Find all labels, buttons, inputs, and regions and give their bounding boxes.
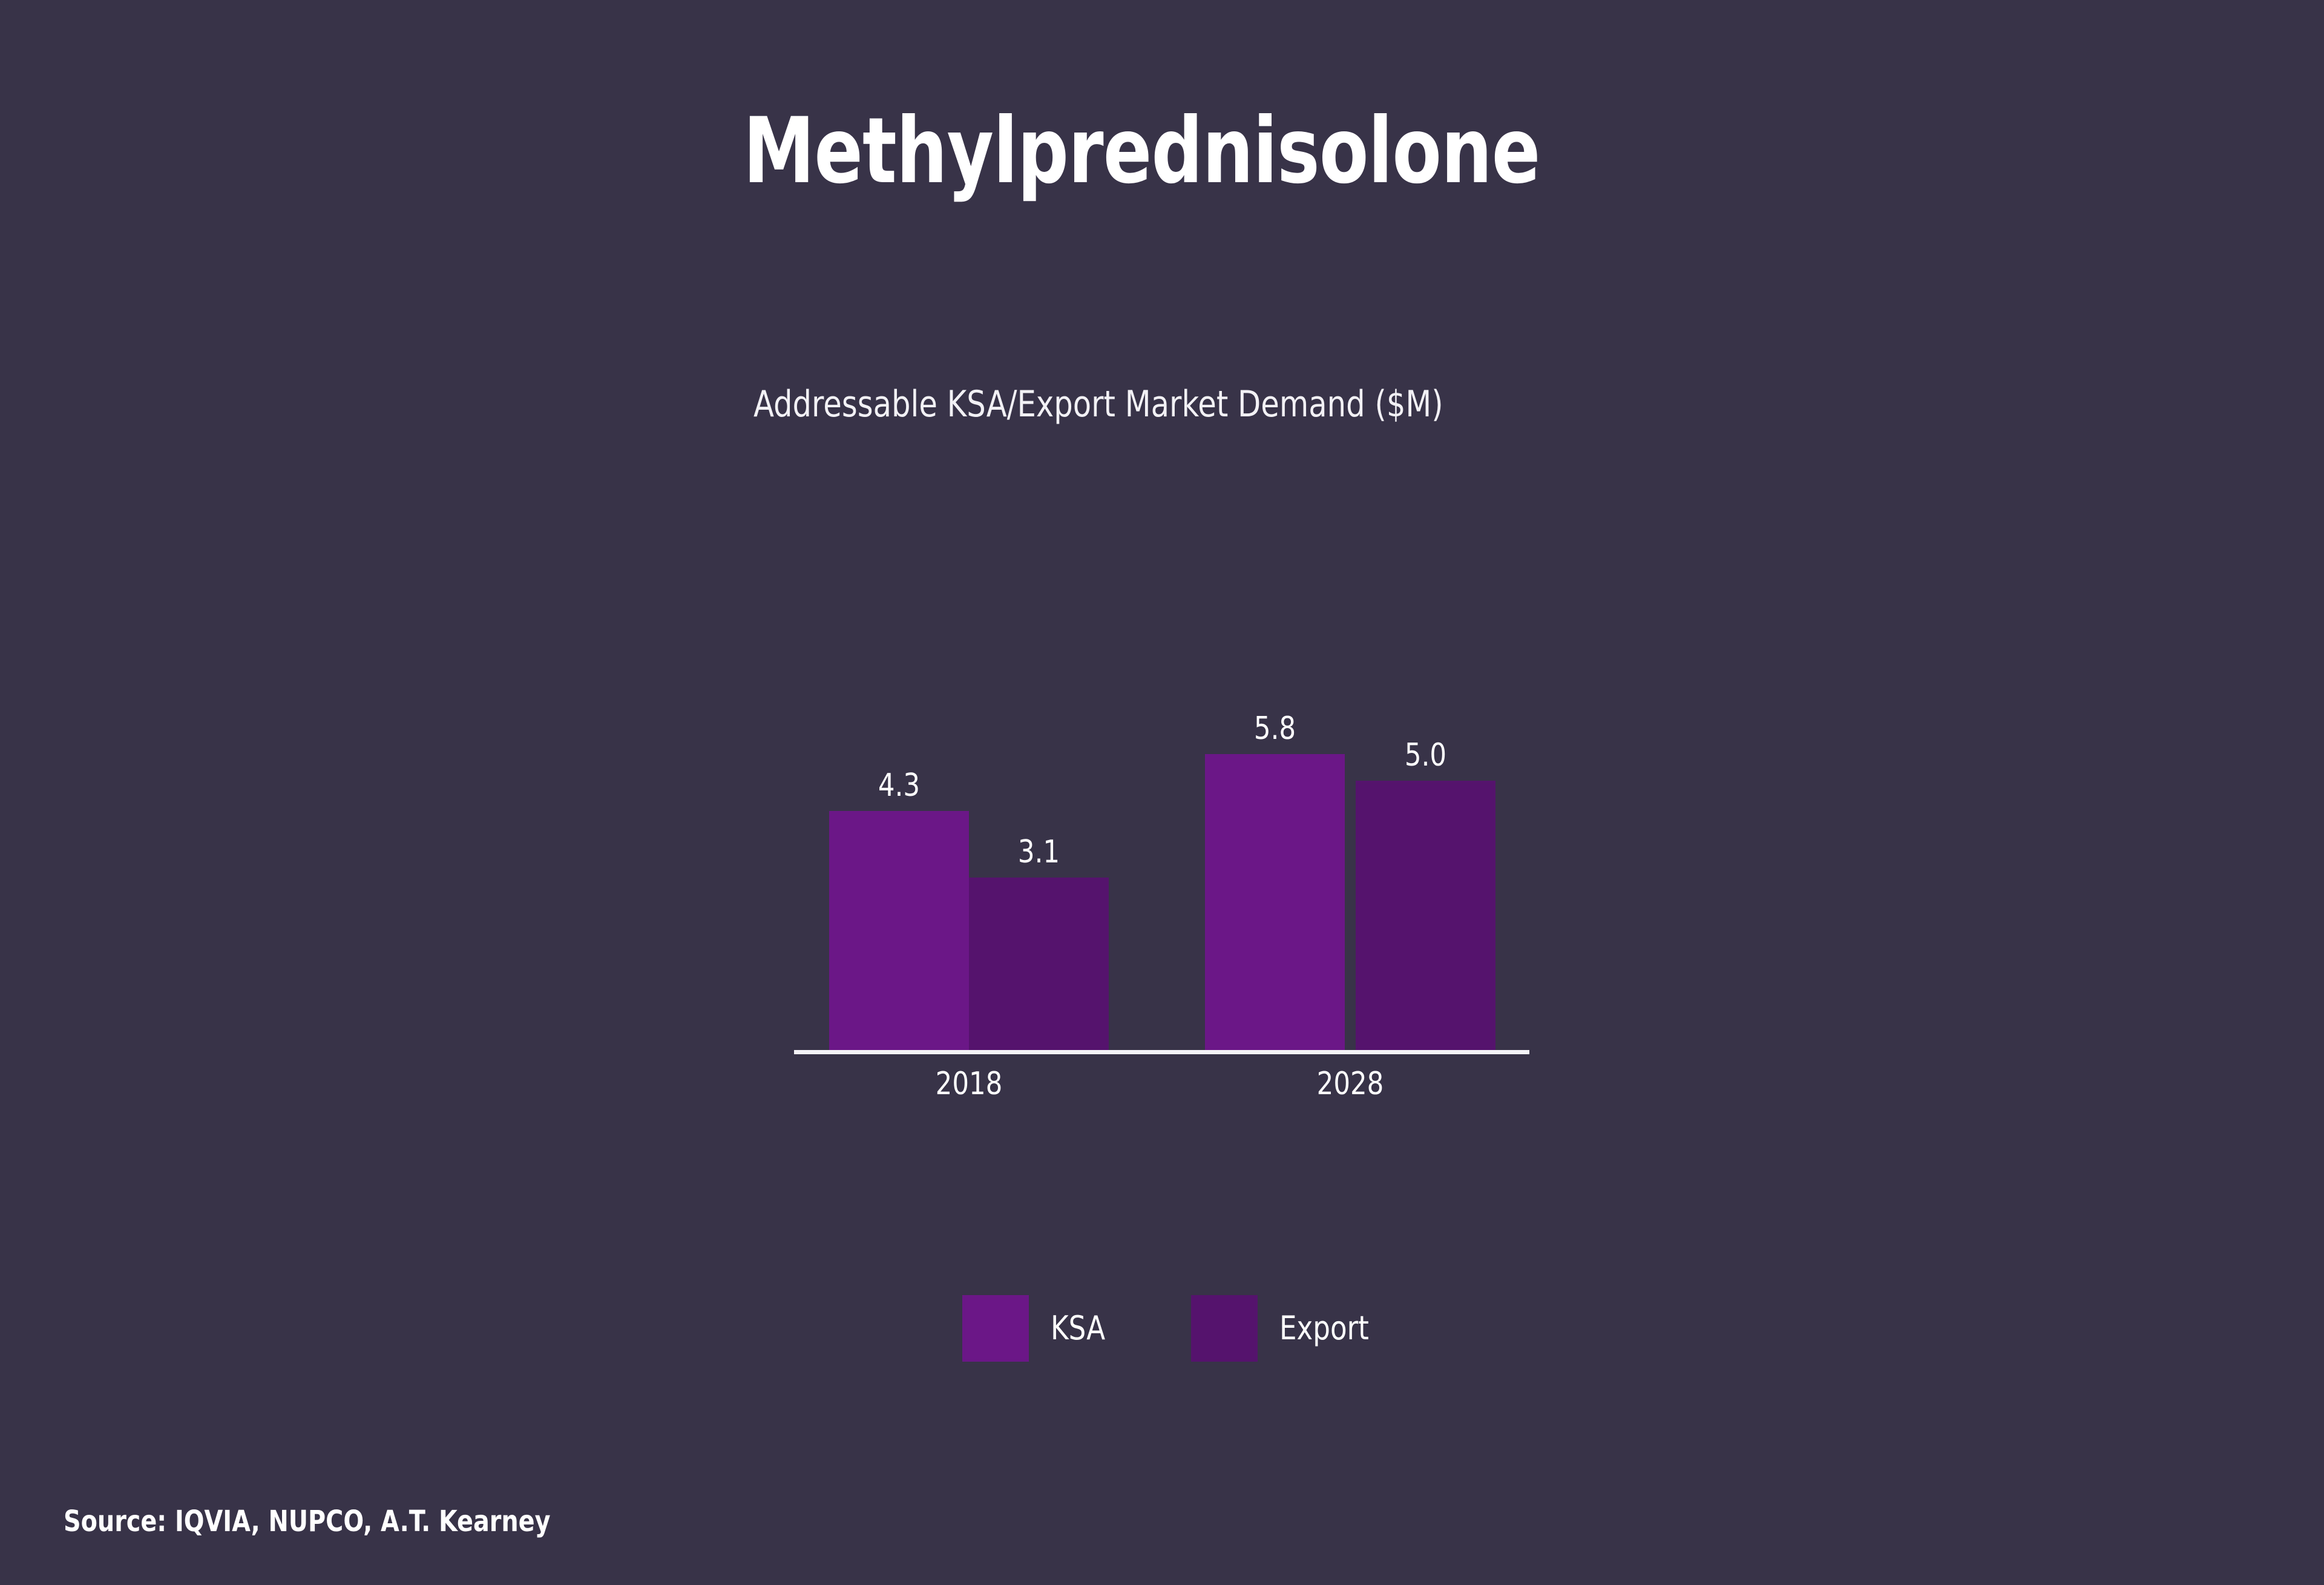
page-title: Methylprednisolone (743, 99, 1540, 204)
x-axis-tick-2028: 2028 (1316, 1066, 1384, 1102)
source-note: Source: IQVIA, NUPCO, A.T. Kearney (64, 1505, 551, 1538)
bar-2018-ksa[interactable] (829, 811, 969, 1051)
bar-value-2028-export: 5.0 (1404, 737, 1447, 773)
bar-value-2018-ksa: 4.3 (878, 767, 921, 804)
legend-item-export[interactable]: Export (1190, 1295, 1376, 1362)
bar-2028-export[interactable] (1356, 781, 1495, 1051)
legend-label-ksa: KSA (1051, 1309, 1106, 1347)
x-axis-line (794, 1050, 1529, 1054)
legend-item-ksa[interactable]: KSA (962, 1295, 1109, 1362)
plot-area: 4.3 3.1 5.8 5.0 (794, 710, 1529, 1051)
bar-chart: 4.3 3.1 5.8 5.0 2018 2028 (794, 710, 1529, 1100)
legend-swatch-icon-export (1190, 1295, 1258, 1362)
legend-label-export: Export (1279, 1309, 1369, 1347)
chart-legend: KSA Export (962, 1295, 1376, 1362)
chart-subtitle: Addressable KSA/Export Market Demand ($M… (753, 383, 1443, 425)
legend-swatch-icon-ksa (962, 1295, 1029, 1362)
bar-2018-export[interactable] (969, 878, 1109, 1051)
bar-value-2028-ksa: 5.8 (1253, 710, 1296, 747)
x-axis-tick-2018: 2018 (935, 1066, 1003, 1102)
bar-value-2018-export: 3.1 (1017, 834, 1060, 870)
bar-2028-ksa[interactable] (1205, 754, 1345, 1051)
